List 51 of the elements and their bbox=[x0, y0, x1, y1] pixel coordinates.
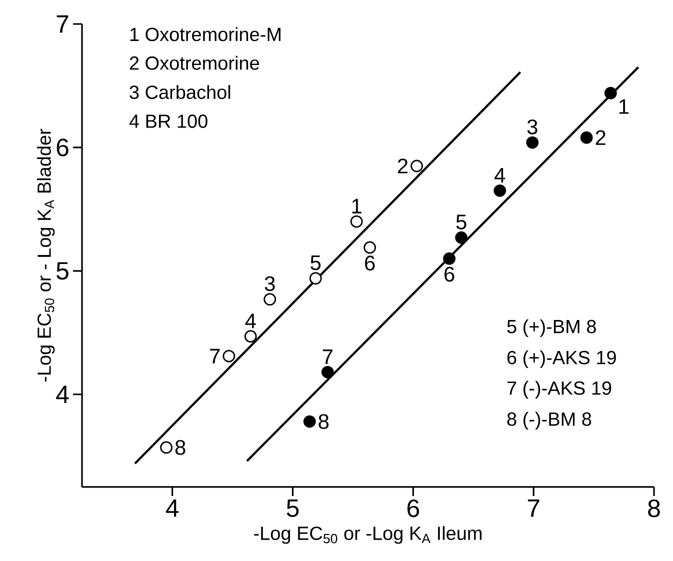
y-axis-title: -Log EC$_{50}$ or - Log K$_{A}$ Bladder bbox=[36, 128, 55, 382]
y-tick-label: 7 bbox=[56, 15, 68, 33]
annotation: 8 bbox=[318, 414, 329, 429]
x-tick-label: 4 bbox=[166, 500, 179, 517]
point bbox=[443, 252, 456, 265]
annotation: 4 bbox=[245, 314, 256, 328]
annotation: 6 bbox=[365, 256, 375, 271]
annotation: 6 bbox=[444, 266, 454, 282]
x-axis-title: -Log EC$_{50}$ or -Log K$_{A}$ Ileum bbox=[254, 526, 482, 544]
y-tick-label: 6 bbox=[56, 138, 68, 156]
annotation: 2 bbox=[596, 130, 606, 145]
annotation: 4 bbox=[494, 168, 506, 182]
point bbox=[309, 272, 322, 285]
annotation: 3 bbox=[264, 276, 275, 292]
point bbox=[526, 136, 539, 149]
point bbox=[264, 293, 276, 306]
point bbox=[321, 366, 334, 378]
point bbox=[494, 184, 506, 197]
point bbox=[244, 330, 257, 343]
x-tick-label: 8 bbox=[648, 500, 660, 518]
annotation: 8 bbox=[175, 440, 186, 455]
point bbox=[303, 415, 316, 428]
point bbox=[455, 231, 468, 244]
annotation: 2 bbox=[398, 158, 408, 174]
annotation: 6 (+)-AKS 19 bbox=[507, 350, 616, 368]
annotation: 3 bbox=[527, 119, 538, 134]
point bbox=[580, 131, 593, 144]
annotation: 7 bbox=[210, 348, 220, 364]
point bbox=[604, 86, 617, 100]
annotation: 4 BR 100 bbox=[129, 114, 208, 128]
annotation: 2 Oxotremorine bbox=[130, 56, 260, 70]
point bbox=[222, 350, 236, 362]
point bbox=[350, 215, 363, 228]
x-tick-label: 7 bbox=[528, 500, 540, 517]
annotation: 1 Oxotremorine-M bbox=[130, 27, 280, 42]
point bbox=[410, 160, 423, 172]
annotation: 1 bbox=[619, 99, 628, 114]
y-tick-label: 5 bbox=[56, 262, 68, 280]
annotation: 7 bbox=[322, 350, 332, 364]
annotation: 3 Carbachol bbox=[130, 85, 230, 100]
annotation: 7 (-)-AKS 19 bbox=[507, 380, 612, 399]
annotation: 5 bbox=[456, 214, 466, 230]
x-tick-label: 6 bbox=[407, 500, 420, 518]
annotation: 8 (-)-BM 8 bbox=[507, 412, 592, 430]
y-tick-label: 4 bbox=[56, 386, 69, 403]
annotation: 5 bbox=[310, 255, 321, 270]
point bbox=[364, 241, 376, 254]
annotation: 5 (+)-BM 8 bbox=[507, 319, 596, 338]
x-tick-label: 5 bbox=[286, 500, 299, 517]
point bbox=[160, 441, 172, 454]
annotation: 1 bbox=[352, 198, 362, 214]
